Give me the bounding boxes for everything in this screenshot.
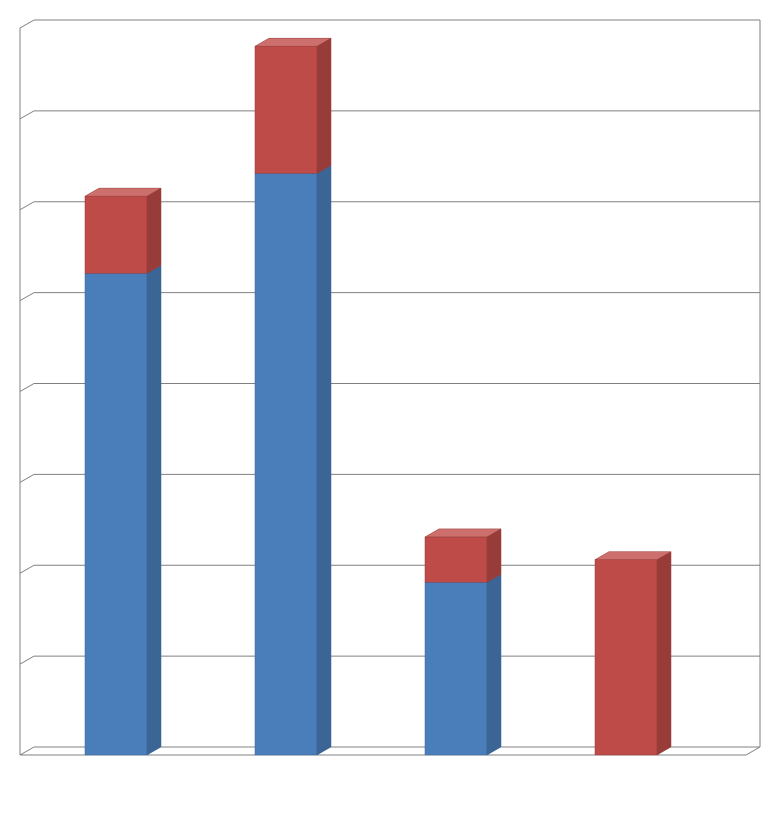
bar-2 xyxy=(255,38,331,755)
bar-1-series-b-front xyxy=(85,196,147,273)
bar-1-series-a-front xyxy=(85,273,147,755)
bar-2-series-b-top xyxy=(255,38,331,46)
bar-2-series-b-front xyxy=(255,46,317,173)
bar-1-series-a-side xyxy=(147,265,161,755)
bar-3-series-a-side xyxy=(487,574,501,755)
bar-2-series-a-side xyxy=(317,165,331,755)
bar-3-series-b-top xyxy=(425,529,501,537)
bar-4-series-b-top xyxy=(595,552,671,560)
bar-4 xyxy=(595,552,671,755)
bar-1-series-b-top xyxy=(85,188,161,196)
bar-3-series-b-side xyxy=(487,529,501,582)
bar-3-series-b-front xyxy=(425,537,487,582)
bar-2-series-b-side xyxy=(317,38,331,173)
bar-4-series-b-front xyxy=(595,560,657,755)
bar-1 xyxy=(85,188,161,755)
bar-3 xyxy=(425,529,501,755)
bar-4-series-b-side xyxy=(657,552,671,755)
stacked-bar-chart xyxy=(0,0,765,815)
bar-2-series-a-front xyxy=(255,173,317,755)
bar-1-series-b-side xyxy=(147,188,161,273)
bar-3-series-a-front xyxy=(425,582,487,755)
